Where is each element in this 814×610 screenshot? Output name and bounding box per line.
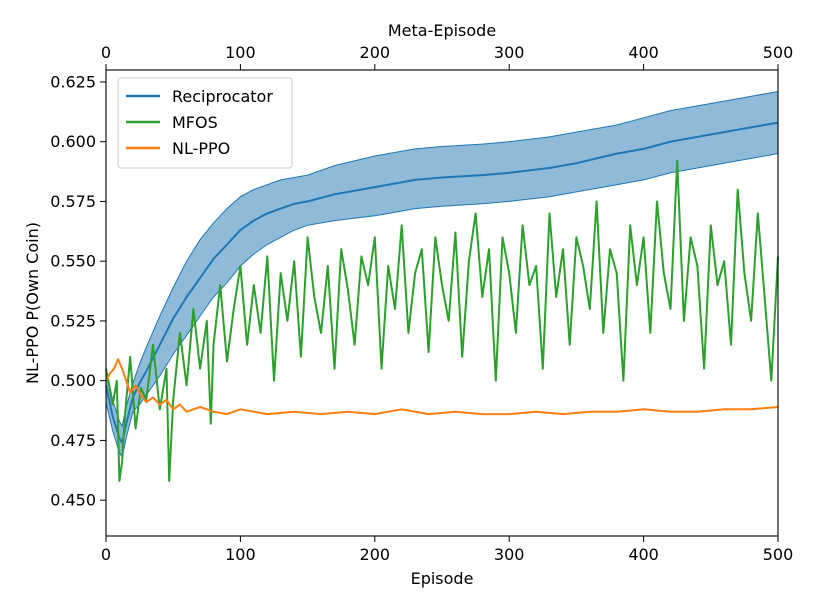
y-tick-label: 0.625 <box>50 72 96 91</box>
series-line-reciprocator <box>105 121 779 444</box>
series-line-nl-ppo <box>105 358 779 416</box>
legend-label-reciprocator: Reciprocator <box>172 87 273 106</box>
top-x-axis-label: Meta-Episode <box>388 21 496 40</box>
y-tick-label: 0.500 <box>50 371 96 390</box>
y-tick-label: 0.450 <box>50 491 96 510</box>
series-lines <box>105 121 779 482</box>
top-x-axis-ticks: 0 100 200 300 400 500 <box>101 43 793 70</box>
x-axis-label: Episode <box>411 569 474 588</box>
top-x-tick-label: 300 <box>494 43 525 62</box>
x-tick-label: 300 <box>494 545 525 564</box>
y-tick-label: 0.475 <box>50 431 96 450</box>
y-tick-label: 0.550 <box>50 252 96 271</box>
y-tick-label: 0.600 <box>50 132 96 151</box>
x-tick-label: 200 <box>360 545 391 564</box>
x-tick-label: 500 <box>763 545 794 564</box>
x-tick-label: 0 <box>101 545 111 564</box>
x-tick-label: 100 <box>225 545 256 564</box>
series-line-mfos <box>105 159 779 482</box>
legend-label-nl-ppo: NL-PPO <box>172 139 230 158</box>
y-tick-label: 0.525 <box>50 311 96 330</box>
legend: Reciprocator MFOS NL-PPO <box>117 77 293 169</box>
y-axis-label: NL-PPO P(Own Coin) <box>23 222 42 384</box>
x-tick-label: 400 <box>628 545 659 564</box>
top-x-tick-label: 200 <box>360 43 391 62</box>
x-axis-ticks: 0 100 200 300 400 500 <box>101 536 793 564</box>
y-axis-ticks: 0.450 0.475 0.500 0.525 0.550 0.575 0.600 0.625 <box>50 72 106 510</box>
top-x-tick-label: 100 <box>225 43 256 62</box>
top-x-tick-label: 0 <box>101 43 111 62</box>
legend-box <box>117 77 293 169</box>
top-x-tick-label: 400 <box>628 43 659 62</box>
top-x-tick-label: 500 <box>763 43 794 62</box>
plot-frame <box>105 69 779 537</box>
y-tick-label: 0.575 <box>50 192 96 211</box>
legend-label-mfos: MFOS <box>172 113 218 132</box>
